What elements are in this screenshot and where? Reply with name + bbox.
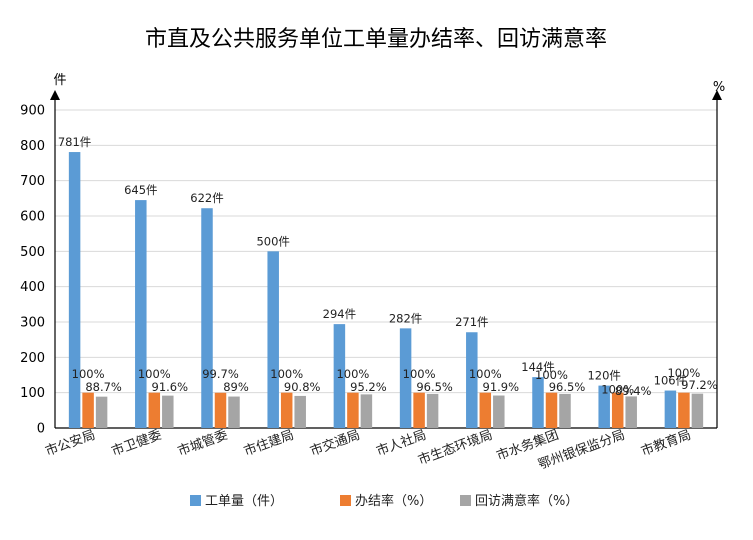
chart-title: 市直及公共服务单位工单量办结率、回访满意率	[145, 27, 607, 52]
data-label: 95.2%	[350, 380, 387, 394]
data-label: 91.9%	[483, 380, 520, 394]
data-label: 144件	[521, 360, 554, 374]
y-tick-label: 900	[20, 104, 45, 119]
bar-completion	[347, 392, 359, 428]
bar-completion	[214, 392, 227, 428]
data-label: 282件	[389, 311, 422, 325]
data-label: 90.8%	[284, 380, 321, 394]
bar-count	[466, 332, 478, 428]
bar-satisfaction	[228, 396, 240, 428]
legend-label: 工单量（件）	[205, 494, 283, 509]
y-tick-label: 400	[20, 280, 45, 295]
data-label: 645件	[124, 183, 157, 197]
data-label: 96.5%	[416, 380, 453, 394]
bar-satisfaction	[426, 393, 439, 428]
bar-satisfaction	[360, 394, 373, 428]
bars	[68, 152, 704, 428]
y-tick-label: 100	[20, 386, 45, 401]
bar-satisfaction	[95, 396, 108, 428]
data-label: 106件	[654, 374, 687, 388]
category-label: 市交通局	[308, 427, 362, 460]
bar-satisfaction	[294, 395, 306, 428]
y-tick-label: 300	[20, 316, 45, 331]
bar-satisfaction	[162, 395, 174, 428]
data-label: 89.4%	[615, 384, 652, 398]
legend-swatch	[190, 495, 201, 506]
bar-count	[532, 377, 544, 428]
left-axis-unit: 件	[53, 73, 66, 88]
data-label: 99.7%	[202, 367, 239, 381]
bar-satisfaction	[493, 395, 505, 428]
gridlines	[55, 109, 717, 394]
bar-satisfaction	[691, 393, 704, 428]
bar-completion	[611, 392, 624, 428]
data-label: 100%	[535, 368, 568, 382]
right-axis-arrow	[712, 90, 722, 100]
bar-satisfaction	[559, 393, 571, 428]
category-label: 市住建局	[242, 427, 296, 460]
legend-label: 办结率（%）	[355, 493, 432, 509]
bar-completion	[280, 392, 293, 428]
data-label: 88.7%	[85, 380, 122, 394]
data-label: 100%	[336, 367, 369, 381]
data-label: 622件	[190, 191, 223, 205]
bar-completion	[148, 392, 161, 428]
category-label: 市教育局	[639, 427, 693, 460]
y-tick-label: 600	[20, 210, 45, 225]
bar-completion	[678, 392, 690, 428]
category-label: 市公安局	[43, 427, 97, 460]
data-labels: 781件100%88.7%645件100%91.6%622件99.7%89%50…	[58, 135, 718, 398]
category-label: 市生态环境局	[416, 427, 495, 469]
data-label: 500件	[256, 234, 289, 248]
bar-count	[598, 385, 610, 428]
data-label: 100%	[469, 367, 502, 381]
data-label: 271件	[455, 315, 488, 329]
legend-swatch	[340, 495, 351, 506]
y-tick-label: 500	[20, 245, 45, 260]
category-label: 市城管委	[176, 427, 230, 460]
bar-count	[68, 152, 81, 428]
data-label: 91.6%	[152, 380, 189, 394]
data-label: 100%	[72, 367, 105, 381]
category-label: 市卫健委	[109, 427, 163, 460]
data-label: 89%	[223, 380, 249, 394]
legend-swatch	[460, 495, 471, 506]
bar-completion	[413, 392, 425, 428]
data-label: 96.5%	[549, 380, 586, 394]
bar-count	[201, 208, 213, 428]
bar-completion	[545, 392, 558, 428]
bar-count	[333, 324, 346, 428]
data-label: 100%	[667, 366, 700, 380]
y-tick-label: 200	[20, 351, 45, 366]
data-label: 100%	[138, 367, 171, 381]
data-label: 100%	[270, 367, 303, 381]
data-label: 97.2%	[681, 378, 718, 392]
data-label: 120件	[587, 369, 620, 383]
bar-completion	[82, 392, 94, 428]
data-label: 294件	[323, 307, 356, 321]
bar-completion	[479, 392, 492, 428]
left-axis-arrow	[50, 90, 60, 100]
y-tick-label: 700	[20, 174, 45, 189]
legend: 工单量（件） 办结率（%） 回访满意率（%）	[190, 493, 578, 509]
data-label: 781件	[58, 135, 91, 149]
bar-count	[399, 328, 412, 428]
bar-count	[135, 200, 147, 428]
y-axis-ticks: 0 100 200 300 400 500 600 700 800 900	[20, 104, 45, 437]
right-axis-unit: %	[713, 80, 725, 95]
bar-count	[664, 390, 677, 428]
bar-satisfaction	[625, 396, 637, 428]
bar-count	[267, 251, 279, 428]
legend-label: 回访满意率（%）	[475, 493, 578, 509]
y-tick-label: 0	[37, 422, 45, 437]
data-label: 100%	[601, 383, 634, 397]
y-tick-label: 800	[20, 139, 45, 154]
data-label: 100%	[403, 367, 436, 381]
